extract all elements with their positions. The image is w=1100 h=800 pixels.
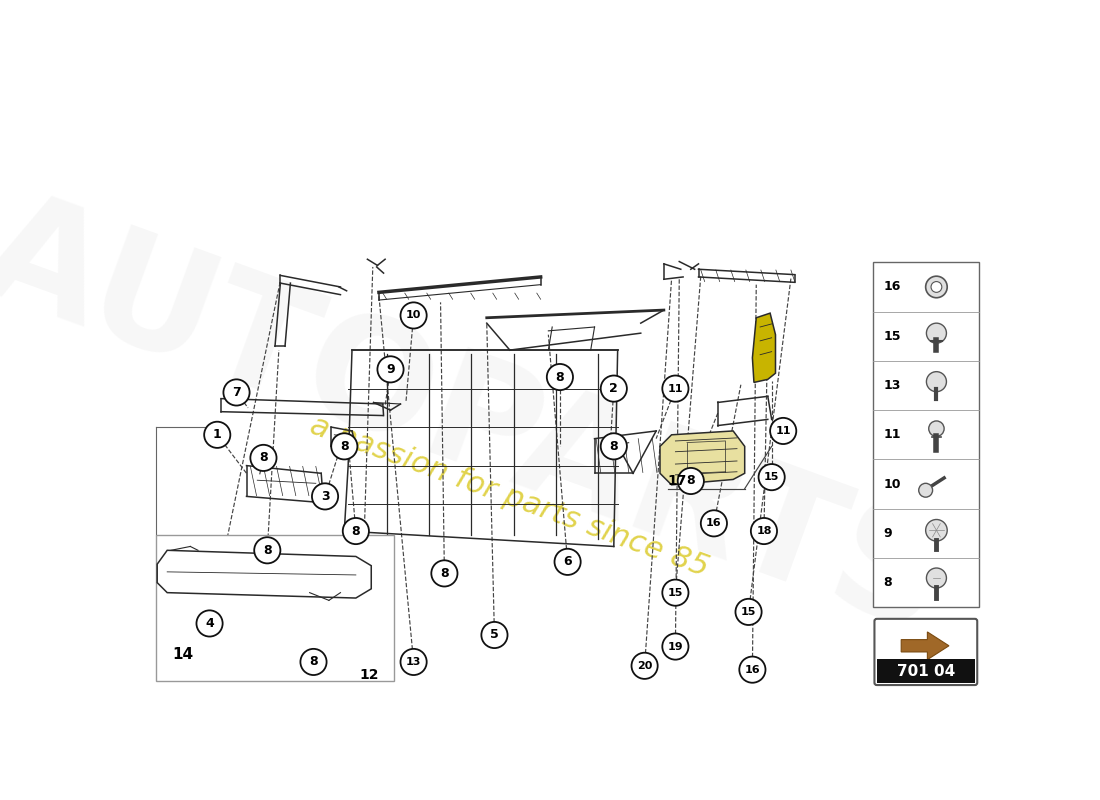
Polygon shape [752,313,776,382]
Text: 8: 8 [883,576,892,589]
Text: 10: 10 [883,478,901,490]
Text: 11: 11 [776,426,791,436]
Text: a passion for parts since 85: a passion for parts since 85 [307,410,713,582]
Text: 16: 16 [745,665,760,674]
Circle shape [770,418,796,444]
Circle shape [300,649,327,675]
Circle shape [926,568,946,588]
Circle shape [759,464,784,490]
Bar [877,659,975,682]
Circle shape [926,519,947,541]
Circle shape [736,599,761,625]
FancyBboxPatch shape [874,619,977,685]
Text: 701 04: 701 04 [896,663,955,678]
Text: 9: 9 [386,363,395,376]
Text: 13: 13 [883,379,901,392]
Circle shape [400,649,427,675]
Text: 3: 3 [321,490,329,503]
Circle shape [343,518,368,544]
Text: 17: 17 [668,474,688,488]
Text: 16: 16 [706,518,722,528]
Text: 6: 6 [563,555,572,568]
Text: 11: 11 [883,428,901,442]
Circle shape [931,282,942,292]
Text: 12: 12 [360,668,379,682]
Circle shape [662,579,689,606]
Circle shape [554,549,581,575]
Text: 7: 7 [232,386,241,399]
Text: 15: 15 [741,607,756,617]
Circle shape [312,483,338,510]
Bar [873,262,979,607]
Circle shape [926,323,946,343]
Text: 9: 9 [883,527,892,540]
Text: AUTOPARTS: AUTOPARTS [0,176,965,662]
Circle shape [928,421,944,436]
Circle shape [431,560,458,586]
Circle shape [482,622,507,648]
Text: 8: 8 [340,440,349,453]
Text: 13: 13 [406,657,421,667]
Text: 1: 1 [213,428,221,442]
Text: 2: 2 [609,382,618,395]
Bar [156,535,395,682]
Circle shape [547,364,573,390]
Circle shape [918,483,933,497]
Text: 4: 4 [206,617,213,630]
Text: 8: 8 [556,370,564,383]
Polygon shape [901,632,949,660]
Circle shape [662,634,689,660]
Text: 11: 11 [668,384,683,394]
Circle shape [631,653,658,679]
Text: 20: 20 [637,661,652,670]
Circle shape [205,422,230,448]
Text: 5: 5 [491,629,498,642]
Text: 8: 8 [352,525,360,538]
Circle shape [223,379,250,406]
Text: 8: 8 [440,567,449,580]
Circle shape [601,434,627,459]
Text: 15: 15 [764,472,779,482]
Text: 18: 18 [756,526,772,536]
Text: 8: 8 [263,544,272,557]
Text: 15: 15 [668,588,683,598]
Text: 16: 16 [883,281,901,294]
Circle shape [251,445,276,471]
Circle shape [926,372,946,392]
Text: 8: 8 [260,451,267,464]
Circle shape [739,657,766,682]
Circle shape [701,510,727,537]
Polygon shape [660,431,745,485]
Circle shape [662,375,689,402]
Circle shape [377,356,404,382]
Text: 10: 10 [406,310,421,321]
Circle shape [197,610,222,637]
Text: 14: 14 [173,646,194,662]
Text: 8: 8 [609,440,618,453]
Text: 8: 8 [309,655,318,669]
Circle shape [678,468,704,494]
Text: 15: 15 [883,330,901,342]
Circle shape [400,302,427,329]
Circle shape [601,375,627,402]
Circle shape [926,276,947,298]
Text: 19: 19 [668,642,683,651]
Text: 8: 8 [686,474,695,487]
Circle shape [751,518,777,544]
Circle shape [254,538,280,563]
Circle shape [331,434,358,459]
